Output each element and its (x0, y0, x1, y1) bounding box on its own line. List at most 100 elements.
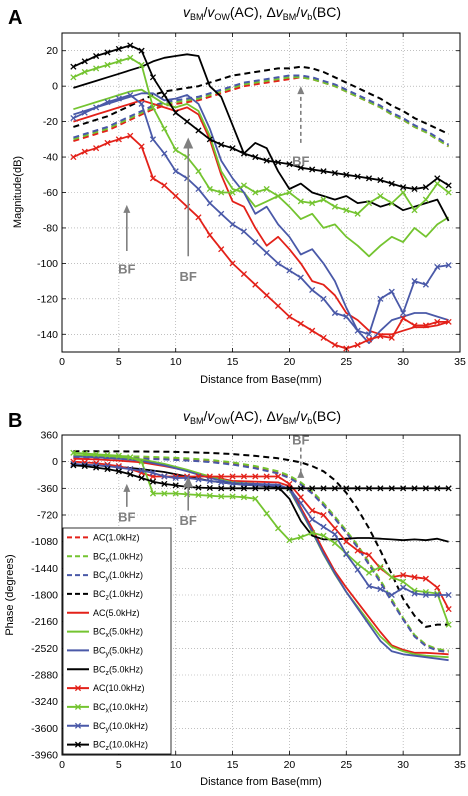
data-point (320, 295, 327, 302)
data-point (377, 565, 384, 572)
data-point (331, 525, 338, 532)
y-tick-label: -120 (37, 293, 58, 305)
data-point (445, 591, 452, 599)
x-tick-label: 10 (170, 759, 182, 771)
legend-entry: BCx(1.0kHz) (67, 551, 143, 564)
data-point (93, 145, 100, 152)
y-tick-label: -100 (37, 258, 58, 270)
data-point (127, 471, 134, 478)
data-point (354, 547, 361, 554)
data-point (377, 563, 384, 570)
data-point (286, 161, 293, 168)
data-point (93, 52, 100, 60)
data-point (309, 286, 316, 294)
bf-arrow-head (297, 86, 305, 95)
y-tick-label: -720 (37, 510, 58, 522)
data-point (149, 136, 157, 143)
y-tick-label: -3960 (31, 750, 58, 762)
data-point (240, 473, 248, 480)
data-point (388, 180, 395, 187)
data-point (434, 485, 441, 492)
data-point (172, 146, 179, 154)
data-point (365, 175, 373, 182)
data-point (354, 173, 361, 180)
y-tick-label: -2160 (31, 616, 58, 628)
bf-arrow-head (297, 469, 305, 478)
data-point (297, 494, 304, 501)
data-point (377, 485, 384, 492)
data-point (445, 262, 452, 269)
data-point (331, 203, 338, 210)
data-point (434, 318, 441, 325)
data-point (377, 586, 384, 593)
data-point (115, 468, 122, 475)
data-point (400, 485, 407, 492)
data-point (331, 309, 338, 317)
panel-a: A vBM/vOW(AC), ΔvBM/vb(BC) BF BF BF 0 5 10 15… (8, 4, 466, 386)
data-point (388, 591, 395, 599)
series-line-12 (73, 464, 449, 490)
data-point (434, 180, 441, 187)
data-point (240, 150, 248, 157)
x-tick-label: 10 (170, 356, 182, 368)
bf-annotation: BF (118, 204, 136, 277)
y-tick-label: 360 (40, 430, 58, 442)
legend-label: BCx(5.0kHz) (93, 627, 143, 640)
data-point (365, 200, 373, 207)
data-point (400, 584, 407, 591)
data-point (70, 153, 77, 161)
data-point (445, 189, 452, 196)
panel-b-series (70, 449, 452, 662)
data-point (206, 231, 213, 239)
data-point (400, 578, 407, 585)
data-point (138, 61, 145, 68)
data-point (286, 313, 293, 320)
data-point (297, 164, 304, 171)
series-line-9 (73, 134, 449, 350)
legend-label: BCz(5.0kHz) (93, 664, 143, 677)
data-point (206, 473, 213, 480)
bf-label: BF (180, 513, 197, 528)
data-point (411, 207, 418, 214)
data-point (229, 473, 236, 480)
data-point (206, 136, 213, 143)
data-point (331, 540, 338, 547)
data-point (263, 485, 270, 492)
bf-annotation: BF (180, 137, 197, 284)
data-point (286, 189, 293, 196)
data-point (115, 58, 122, 65)
data-point (70, 74, 77, 81)
data-point (81, 463, 88, 470)
data-point (297, 500, 304, 507)
data-point (422, 591, 429, 599)
y-tick-label: -2520 (31, 643, 58, 655)
data-point (206, 484, 213, 492)
data-point (422, 196, 429, 203)
series-line-10 (73, 451, 450, 625)
x-tick-label: 5 (116, 356, 122, 368)
data-point (104, 61, 111, 68)
data-point (354, 485, 361, 492)
y-tick-label: -20 (43, 116, 58, 128)
data-point (309, 200, 316, 207)
data-point (343, 207, 350, 214)
panel-b-xlabel: Distance from Base(mm) (200, 776, 322, 788)
data-point (252, 153, 259, 161)
data-point (161, 480, 168, 487)
data-point (411, 278, 418, 285)
data-point (161, 182, 168, 189)
data-point (445, 318, 452, 325)
data-point (70, 449, 77, 456)
x-tick-label: 35 (454, 759, 466, 771)
data-point (309, 507, 316, 514)
data-point (195, 127, 202, 134)
data-point (320, 168, 327, 175)
legend-label: AC(10.0kHz) (93, 683, 145, 693)
data-point (422, 322, 429, 329)
data-point (274, 260, 282, 267)
y-tick-label: -1800 (31, 590, 58, 602)
y-tick-label: -40 (43, 152, 58, 164)
data-point (320, 196, 327, 203)
data-point (263, 249, 270, 256)
